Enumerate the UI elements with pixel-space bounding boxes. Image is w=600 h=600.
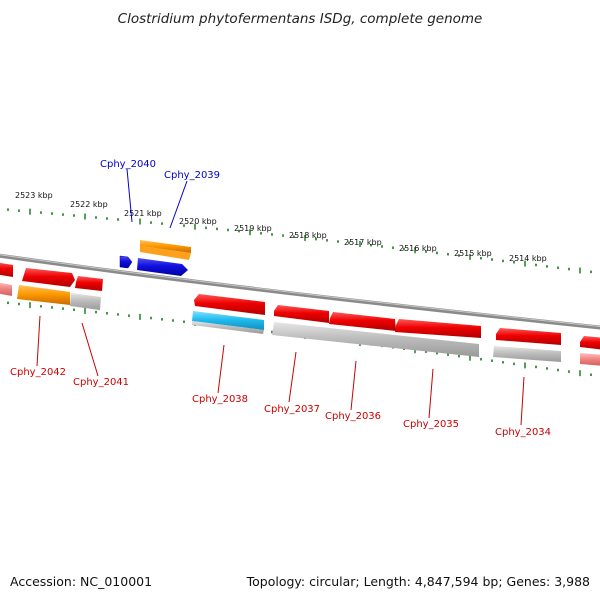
label-cphy-2039[interactable]: Cphy_2039 xyxy=(164,170,220,181)
leader-cphy-2040 xyxy=(126,168,133,223)
gene-gray-long[interactable] xyxy=(272,322,479,357)
leader-cphy-2039 xyxy=(169,180,188,229)
leader-cphy-2035 xyxy=(428,368,434,419)
ruler-label-2519: 2519 kbp xyxy=(234,224,272,233)
gene-red-left-1[interactable] xyxy=(22,268,75,287)
gene-left-edge-red[interactable] xyxy=(0,262,13,277)
outer-ruler-ticks xyxy=(7,208,592,274)
gene-cphy-2039[interactable] xyxy=(140,240,191,253)
gene-cphy-2034-gray[interactable] xyxy=(493,346,561,362)
ruler-label-2518: 2518 kbp xyxy=(289,231,327,240)
leader-cphy-2042 xyxy=(36,315,41,367)
gene-blue-arrow[interactable] xyxy=(137,258,188,276)
gene-cphy-2034[interactable] xyxy=(496,328,561,345)
gene-cphy-2040[interactable] xyxy=(119,255,133,269)
label-cphy-2042[interactable]: Cphy_2042 xyxy=(10,367,66,378)
ruler-label-2514: 2514 kbp xyxy=(509,254,547,263)
label-cphy-2035[interactable]: Cphy_2035 xyxy=(403,419,459,430)
ruler-label-2515: 2515 kbp xyxy=(454,249,492,258)
leader-cphy-2038 xyxy=(217,344,225,394)
ruler-label-2520: 2520 kbp xyxy=(179,217,217,226)
ruler-label-2516: 2516 kbp xyxy=(399,244,437,253)
topology-text: Topology: circular; Length: 4,847,594 bp… xyxy=(246,574,590,589)
gene-cphy-2038[interactable] xyxy=(192,311,264,330)
label-cphy-2034[interactable]: Cphy_2034 xyxy=(495,427,551,438)
genome-backbone-highlight xyxy=(0,254,600,327)
genome-backbone xyxy=(0,253,600,330)
accession-text: Accession: NC_010001 xyxy=(10,574,152,589)
gene-right-edge-red[interactable] xyxy=(580,336,600,350)
leader-cphy-2034 xyxy=(520,376,525,426)
leader-cphy-2037 xyxy=(288,351,297,403)
ruler-label-2522: 2522 kbp xyxy=(70,200,108,209)
gene-cphy-2035[interactable] xyxy=(395,319,481,338)
map-title: Clostridium phytofermentans ISDg, comple… xyxy=(118,11,483,27)
leader-cphy-2036 xyxy=(350,360,357,411)
gene-cphy-2039-lower xyxy=(140,246,191,260)
label-cphy-2038[interactable]: Cphy_2038 xyxy=(192,394,248,405)
gene-cphy-2036[interactable] xyxy=(329,312,396,331)
gene-red-left-2[interactable] xyxy=(75,276,103,291)
label-cphy-2041[interactable]: Cphy_2041 xyxy=(73,377,129,388)
ruler-label-2523: 2523 kbp xyxy=(15,191,53,200)
gene-right-edge-pink[interactable] xyxy=(580,353,600,366)
ruler-label-2517: 2517 kbp xyxy=(344,238,382,247)
gene-cphy-2042[interactable] xyxy=(17,285,70,305)
label-cphy-2040[interactable]: Cphy_2040 xyxy=(100,159,156,170)
label-cphy-2036[interactable]: Cphy_2036 xyxy=(325,411,381,422)
gene-cphy-2037[interactable] xyxy=(274,305,329,323)
gene-cphy-2041[interactable] xyxy=(70,293,101,310)
gene-red-2038[interactable] xyxy=(194,294,265,315)
ruler-label-2521: 2521 kbp xyxy=(124,209,162,218)
label-cphy-2037[interactable]: Cphy_2037 xyxy=(264,404,320,415)
gene-cphy-2038-gray xyxy=(192,321,264,334)
gene-left-edge-pink[interactable] xyxy=(0,282,12,296)
leader-cphy-2041 xyxy=(81,322,99,377)
